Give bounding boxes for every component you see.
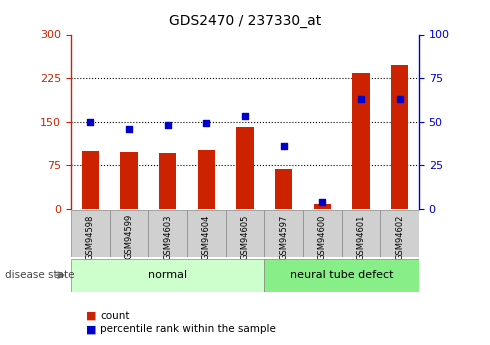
- FancyBboxPatch shape: [303, 210, 342, 257]
- Text: normal: normal: [148, 270, 187, 280]
- FancyBboxPatch shape: [342, 210, 380, 257]
- Bar: [197, 150, 215, 209]
- Text: GSM94602: GSM94602: [395, 214, 404, 259]
- Text: GSM94604: GSM94604: [202, 214, 211, 259]
- FancyBboxPatch shape: [148, 210, 187, 257]
- Text: count: count: [100, 311, 130, 321]
- Point: [241, 114, 249, 119]
- Text: GDS2470 / 237330_at: GDS2470 / 237330_at: [169, 14, 321, 28]
- FancyBboxPatch shape: [264, 259, 419, 292]
- Text: GSM94599: GSM94599: [124, 214, 134, 259]
- Point: [164, 122, 171, 128]
- Text: GSM94600: GSM94600: [318, 214, 327, 259]
- FancyBboxPatch shape: [380, 210, 419, 257]
- Bar: [391, 65, 408, 209]
- FancyBboxPatch shape: [71, 210, 110, 257]
- Text: neural tube defect: neural tube defect: [290, 270, 393, 280]
- Point: [202, 121, 210, 126]
- FancyBboxPatch shape: [264, 210, 303, 257]
- Text: GSM94605: GSM94605: [241, 214, 249, 259]
- Bar: [82, 151, 99, 209]
- FancyBboxPatch shape: [187, 210, 226, 257]
- Bar: [352, 73, 369, 209]
- FancyBboxPatch shape: [71, 259, 264, 292]
- Point: [357, 96, 365, 102]
- Text: ■: ■: [86, 325, 96, 334]
- Text: percentile rank within the sample: percentile rank within the sample: [100, 325, 276, 334]
- Point: [318, 199, 326, 205]
- Text: ■: ■: [86, 311, 96, 321]
- Text: GSM94601: GSM94601: [356, 214, 366, 259]
- Point: [125, 126, 133, 131]
- Bar: [159, 153, 176, 209]
- Bar: [275, 169, 293, 209]
- Text: disease state: disease state: [5, 270, 74, 280]
- Bar: [314, 204, 331, 209]
- FancyBboxPatch shape: [226, 210, 264, 257]
- Point: [86, 119, 94, 125]
- Bar: [236, 127, 254, 209]
- Text: GSM94597: GSM94597: [279, 214, 288, 259]
- Text: GSM94598: GSM94598: [86, 214, 95, 259]
- Point: [396, 96, 404, 102]
- Point: [280, 143, 288, 149]
- FancyBboxPatch shape: [110, 210, 148, 257]
- Text: GSM94603: GSM94603: [163, 214, 172, 260]
- Bar: [121, 152, 138, 209]
